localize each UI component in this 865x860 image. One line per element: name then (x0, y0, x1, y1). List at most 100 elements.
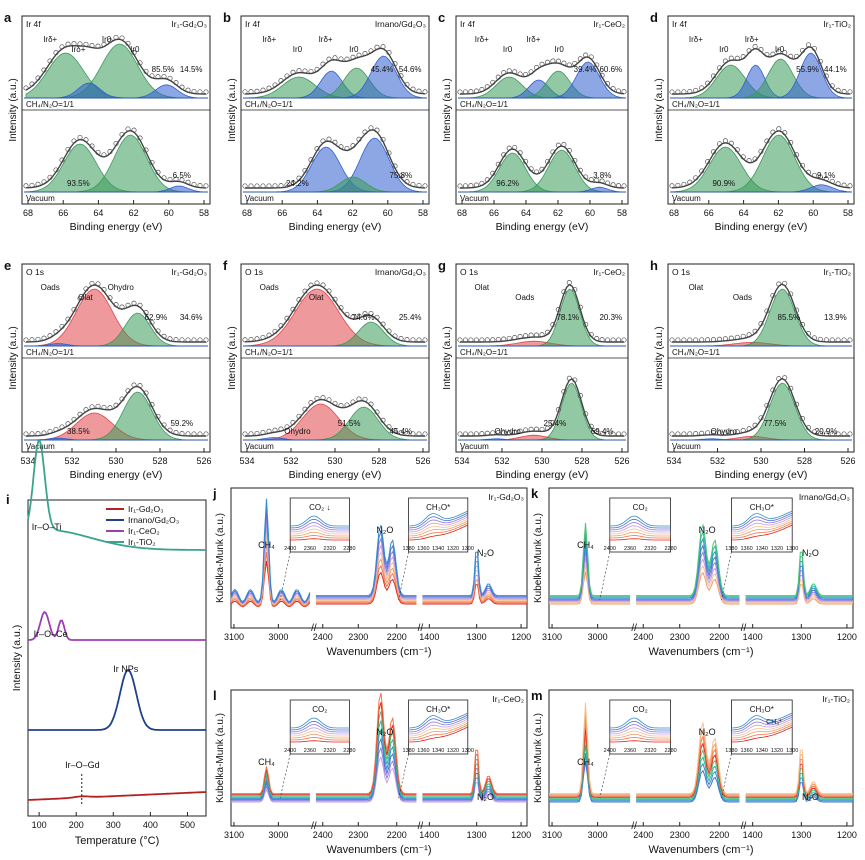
y-axis-label: Intensity (a.u.) (227, 78, 238, 141)
condition-label: CH₄/N₂O=1/1 (26, 100, 74, 109)
peak-label: 25.4% (544, 419, 567, 428)
x-tick-label: 1200 (837, 632, 857, 642)
x-tick-label: 1200 (511, 830, 531, 840)
peak-annotation: Ir NPs (113, 664, 139, 674)
peak-label: Oads (515, 293, 534, 302)
envelope-line (25, 38, 206, 95)
x-tick-label: 66 (489, 208, 499, 218)
panel-letter: e (4, 258, 11, 273)
x-tick-label: 532 (283, 456, 298, 466)
inset-label: CO₂ (633, 503, 648, 512)
y-axis-label: Intensity (a.u.) (654, 78, 665, 141)
peak-label: 38.5% (67, 427, 90, 436)
legend-label: Ir₁-TiO₂ (128, 537, 156, 547)
envelope-line (245, 47, 426, 95)
inset-tick-label: 2320 (644, 748, 656, 754)
peak-label: Irδ+ (319, 35, 333, 44)
sample-label: Irnano/Gd₂O₃ (375, 19, 426, 29)
sample-label: Irnano/Gd₂O₃ (375, 267, 426, 277)
x-axis-label: Binding energy (eV) (70, 221, 163, 233)
inset-spectrum-line (290, 717, 350, 729)
inset-spectrum-line (290, 720, 350, 731)
inset-tick-label: 1300 (786, 546, 798, 552)
peak-label: CH₄ (258, 540, 275, 550)
peak-label: Ir0 (775, 45, 785, 54)
inset-spectrum-line (290, 535, 350, 539)
x-tick-label: 3000 (268, 830, 288, 840)
y-axis-label: Intensity (a.u.) (442, 78, 453, 141)
envelope-line (672, 46, 850, 95)
data-point (669, 183, 675, 189)
inset-frame (408, 497, 469, 553)
y-axis-label: Kubelka-Munk (a.u.) (533, 513, 544, 603)
inset-tick-label: 1360 (417, 546, 429, 552)
peak-annotation: Ir–O–Gd (65, 760, 100, 770)
condition-label: Vacuum (672, 442, 701, 451)
x-tick-label: 534 (666, 456, 681, 466)
x-axis-label: Binding energy (eV) (289, 221, 382, 233)
peak-label: Ir0 (349, 45, 359, 54)
legend-label: Ir₁-CeO₂ (128, 526, 160, 536)
peak-label: Ir0 (555, 45, 565, 54)
tpr-series-line (27, 791, 207, 801)
inset-spectrum-line (609, 717, 671, 729)
peak-label: Irδ+ (475, 35, 489, 44)
tpr-panel-i: Ir–O–Ti Ir–O–Ce Ir NPs Ir–O–Gd Ir₁-Gd₂O₃Irna… (6, 440, 207, 847)
drift-panel-j: ////2400 2360 2320 2280 1380 1360 1340 1320 1300… (212, 486, 531, 658)
inset-tick-label: 2320 (324, 748, 336, 754)
y-axis-label: Intensity (a.u.) (8, 326, 19, 389)
peak-label: 55.9% (796, 65, 819, 74)
inset-spectrum-line (731, 522, 793, 539)
y-axis-label: Intensity (a.u.) (11, 625, 23, 692)
panel-letter: l (213, 688, 217, 703)
plot-frame (548, 689, 854, 827)
inset-guide (279, 551, 291, 601)
peak-label: 24.2% (286, 179, 309, 188)
x-tick-label: 60 (808, 208, 818, 218)
inset-spectrum-line (290, 531, 350, 537)
x-axis-label: Wavenumbers (cm⁻¹) (648, 844, 753, 856)
legend-label: Ir₁-Gd₂O₃ (128, 504, 164, 514)
inset-spectrum-line (609, 538, 671, 541)
inset-spectrum-line (408, 518, 468, 535)
core-level-label: Ir 4f (26, 19, 41, 29)
x-tick-label: 2300 (670, 632, 690, 642)
peak-annotation: Ir–O–Ti (32, 522, 62, 532)
peak-label: Ir0 (293, 45, 303, 54)
inset-spectrum-line (731, 510, 793, 527)
peak-label: 34.6% (180, 313, 203, 322)
panel-letter: h (650, 258, 658, 273)
inset-spectrum-line (408, 516, 468, 533)
peak-label: Oads (41, 283, 60, 292)
envelope-line (25, 129, 207, 189)
x-tick-label: 532 (710, 456, 725, 466)
peak-label: Olat (309, 293, 324, 302)
condition-label: CH₄/N₂O=1/1 (26, 348, 74, 357)
inset-tick-label: 2400 (284, 546, 296, 552)
inset-spectrum-line (731, 712, 793, 729)
peak-label: 96.2% (496, 179, 519, 188)
legend-label: Irnano/Gd₂O₃ (128, 515, 179, 525)
x-tick-label: 64 (93, 208, 103, 218)
peak-label: Irδ+ (43, 35, 57, 44)
x-tick-label: 528 (371, 456, 386, 466)
inset-tick-label: 1300 (462, 546, 474, 552)
tpr-series-line (27, 610, 206, 641)
peak-label: 75.8% (389, 171, 412, 180)
x-tick-label: 62 (553, 208, 563, 218)
x-tick-label: 528 (797, 456, 812, 466)
x-tick-label: 530 (108, 456, 123, 466)
inset-label: CH₃* (766, 719, 782, 726)
y-axis-label: Kubelka-Munk (a.u.) (533, 713, 544, 803)
x-tick-label: 534 (20, 456, 35, 466)
inset-tick-label: 1300 (786, 748, 798, 754)
x-tick-label: 1400 (419, 830, 439, 840)
peak-label: Irδ+ (745, 35, 759, 44)
inset-tick-label: 1340 (432, 546, 444, 552)
peak-label: CH₄ (258, 757, 275, 767)
inset-tick-label: 1360 (740, 546, 752, 552)
inset-spectrum-line (731, 722, 793, 739)
peak-label: N₂O (802, 548, 819, 558)
peak-label: Oads (733, 293, 752, 302)
